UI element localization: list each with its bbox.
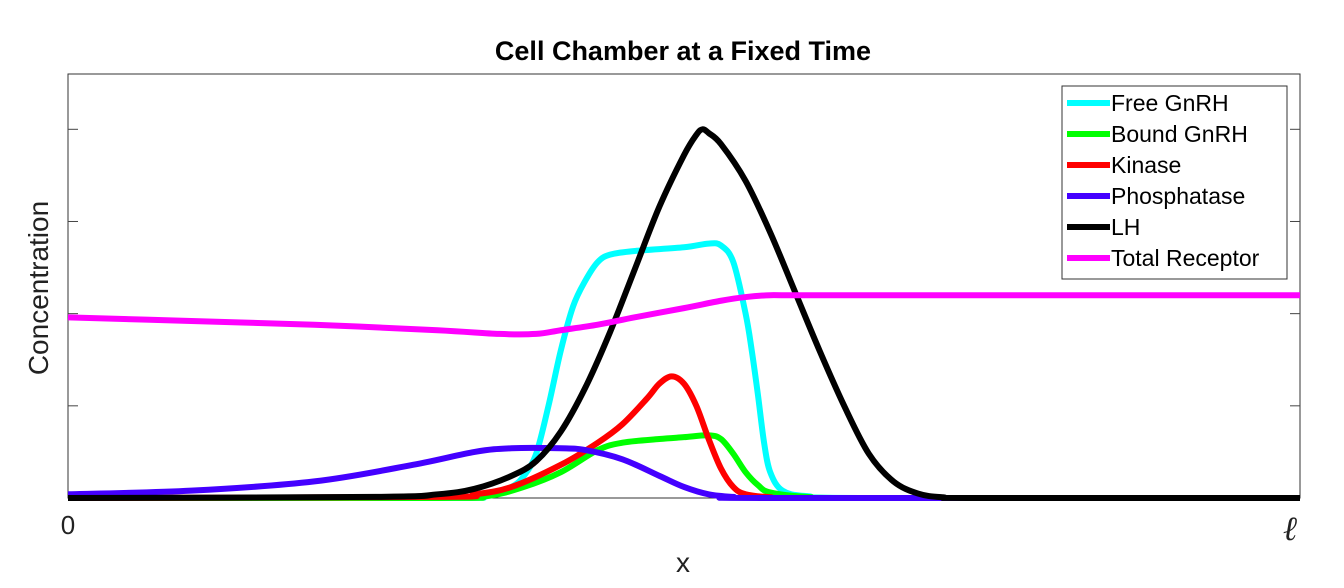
y-axis-label: Concentration [23, 201, 54, 375]
plot-frame [67, 73, 1301, 499]
series-line-total-receptor [67, 292, 1300, 338]
x-tick-label-start: 0 [61, 510, 75, 540]
series-line-lh [67, 126, 1300, 502]
legend: Free GnRH Bound GnRH Kinase Phosphatase LH To… [1061, 85, 1288, 280]
legend-label-bound-gnrh: Bound GnRH [1111, 121, 1248, 147]
legend-label-total-receptor: Total Receptor [1111, 245, 1260, 271]
series-line-phosphatase [67, 444, 1300, 502]
chart-title: Cell Chamber at a Fixed Time [495, 36, 871, 66]
legend-box [1061, 85, 1288, 280]
legend-label-lh: LH [1111, 214, 1140, 240]
x-axis-label: x [676, 547, 690, 578]
legend-label-kinase: Kinase [1111, 152, 1181, 178]
series-line-free-gnrh [68, 240, 1300, 502]
legend-label-free-gnrh: Free GnRH [1111, 90, 1229, 116]
legend-label-phosphatase: Phosphatase [1111, 183, 1245, 209]
series-layer [67, 126, 1300, 502]
x-tick-label-end: ℓ [1283, 509, 1297, 549]
